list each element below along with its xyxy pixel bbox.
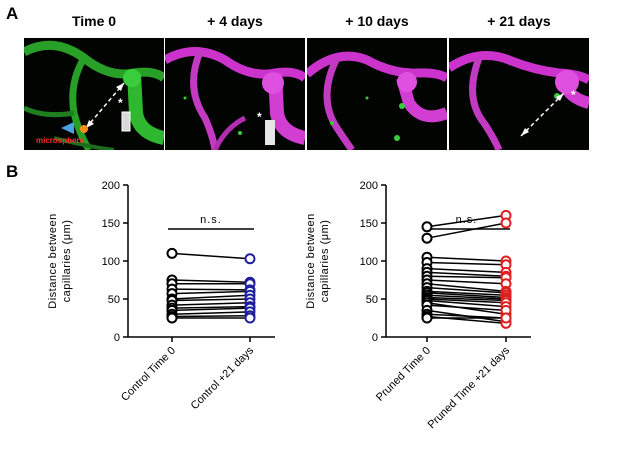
title-21-days: + 21 days: [487, 13, 551, 29]
x-category-label: Pruned Time +21 days: [426, 344, 513, 431]
pair-line: [171, 305, 251, 309]
data-point-time0: [421, 221, 433, 233]
star-marker: *: [118, 96, 123, 110]
pair-line: [171, 290, 251, 295]
x-category-label: Pruned Time 0: [374, 345, 433, 404]
y-tick-label: 200: [102, 180, 120, 192]
y-tick-label: 150: [102, 218, 120, 230]
pair-line: [426, 298, 507, 304]
y-tick-label: 0: [372, 332, 378, 344]
pair-line: [171, 288, 251, 291]
y-tick-label: 0: [114, 332, 120, 344]
y-tick-label: 100: [360, 256, 378, 268]
significance-label: n.s.: [200, 214, 222, 226]
x-category-label: Control +21 days: [189, 344, 257, 412]
pair-line: [426, 267, 507, 274]
pair-line: [426, 256, 507, 262]
pair-line: [171, 252, 251, 260]
pair-line: [426, 299, 507, 308]
title-time-0: Time 0: [71, 13, 117, 29]
pair-line: [426, 271, 507, 277]
micrograph-4-days: *: [165, 38, 305, 150]
pair-line: [426, 214, 507, 228]
microsphere-icon: [80, 125, 88, 133]
micrograph-10-days: [307, 38, 447, 150]
pair-line: [426, 275, 507, 279]
y-tick-label: 200: [360, 180, 378, 192]
pair-line: [171, 294, 251, 300]
data-point-21days: [500, 217, 512, 229]
pair-line: [426, 294, 507, 300]
data-point-time0: [166, 247, 178, 259]
paired-charts: 0 50 100 150 200 Distance between capillaries …: [47, 180, 531, 431]
pair-line: [171, 314, 251, 318]
y-axis-label: Distance between capillaries (μm): [305, 213, 331, 308]
pair-line: [426, 283, 507, 293]
pair-line: [426, 261, 507, 266]
title-4-days: + 4 days: [207, 13, 263, 29]
significance-label: n.s.: [456, 214, 478, 226]
y-tick-label: 150: [360, 218, 378, 230]
pair-line: [426, 290, 507, 296]
pair-line: [171, 302, 251, 306]
data-point-21days: [244, 312, 256, 324]
pair-line: [426, 222, 507, 239]
micrograph-time-0: * microsphere: [24, 38, 164, 150]
x-category-label: Control Time 0: [119, 345, 178, 404]
data-point-21days: [244, 253, 256, 265]
pair-line: [426, 292, 507, 299]
pair-line: [171, 279, 251, 284]
y-axis-label: Distance between capillaries (μm): [47, 213, 73, 308]
microsphere-label: microsphere: [36, 136, 85, 145]
title-10-days: + 10 days: [345, 13, 409, 29]
panel-a-label: A: [6, 4, 19, 23]
star-marker: *: [571, 88, 576, 102]
data-point-21days: [500, 312, 512, 324]
y-tick-label: 50: [366, 294, 378, 306]
pair-line: [426, 302, 507, 315]
y-tick-label: 50: [108, 294, 120, 306]
pair-line: [171, 298, 251, 302]
data-point-time0: [421, 232, 433, 244]
star-marker: *: [257, 110, 262, 124]
y-tick-label: 100: [102, 256, 120, 268]
pair-line: [171, 307, 251, 312]
data-point-time0: [166, 312, 178, 324]
micrograph-21-days: *: [449, 38, 589, 150]
panel-b-label: B: [6, 162, 19, 181]
data-point-time0: [421, 312, 433, 324]
arrowhead-icon: [61, 122, 74, 134]
pair-line: [426, 286, 507, 294]
pair-line: [426, 279, 507, 285]
pair-line: [426, 304, 507, 312]
pair-line: [426, 296, 507, 302]
pair-line: [171, 311, 251, 315]
